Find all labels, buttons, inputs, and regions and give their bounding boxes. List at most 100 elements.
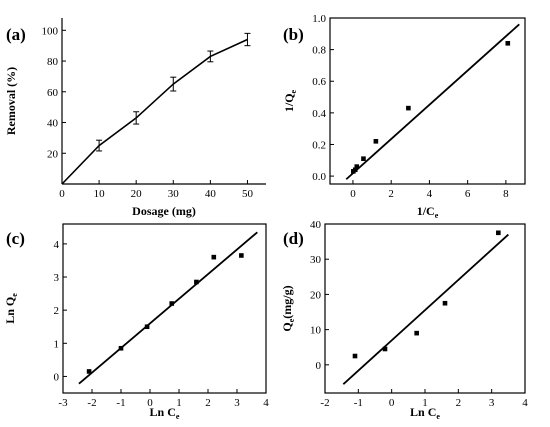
x-tick-label: 4 <box>522 397 528 409</box>
x-tick-label: 40 <box>205 188 217 200</box>
y-tick-label: 0.6 <box>312 76 326 88</box>
x-tick-label: 8 <box>503 188 509 200</box>
y-axis-title: Ln Qe <box>3 293 19 324</box>
x-tick-label: -3 <box>58 397 68 409</box>
y-axis-title-subscript: e <box>287 318 296 322</box>
y-axis-title-main: Q <box>280 322 294 331</box>
y-tick-label: 0 <box>316 360 322 372</box>
y-tick-label: 30 <box>310 254 322 266</box>
x-axis-title: Dosage (mg) <box>132 204 196 218</box>
x-axis-title: 1/Ce <box>417 204 439 220</box>
x-tick-label: 2 <box>205 397 211 409</box>
panel-d-letter: (d) <box>283 229 304 248</box>
x-axis-title-main: Ln C <box>150 405 176 419</box>
y-axis-title: Removal (%) <box>4 67 18 135</box>
data-point <box>505 40 511 46</box>
x-tick-label: 50 <box>242 188 254 200</box>
data-point <box>86 369 92 374</box>
x-axis-title-subscript: e <box>435 211 439 220</box>
y-tick-label: 0.0 <box>312 171 326 183</box>
axes-box <box>62 223 267 394</box>
data-point <box>382 346 388 352</box>
panel-c-letter: (c) <box>6 229 25 248</box>
fit-line <box>345 23 520 180</box>
x-tick-label: 20 <box>131 188 143 200</box>
x-tick-label: 2 <box>388 188 394 200</box>
data-point <box>442 300 448 306</box>
x-tick-label: -2 <box>87 397 96 409</box>
panel-a: (a) 0 10 20 30 40 50 20 40 60 80 100 Dosage (mg) Rem… <box>4 18 266 218</box>
data-point <box>373 139 379 144</box>
x-tick-label: -1 <box>116 397 125 409</box>
x-axis-title: Ln Ce <box>150 405 180 421</box>
x-tick-label: 1 <box>422 397 428 409</box>
x-tick-label: 6 <box>465 188 471 200</box>
axes-box <box>324 223 526 394</box>
panel-a-letter: (a) <box>6 25 26 44</box>
y-axis-title: Qe(mg/g) <box>280 285 296 331</box>
data-point <box>406 105 411 111</box>
y-tick-label: 10 <box>310 325 322 337</box>
y-tick-label: 2 <box>54 305 60 317</box>
x-axis-title-subscript: e <box>436 412 440 421</box>
panel-b-letter: (b) <box>283 25 304 44</box>
x-axis-title-main: 1/C <box>417 204 435 218</box>
x-tick-label: 10 <box>94 188 106 200</box>
data-point <box>414 330 419 336</box>
data-point <box>211 254 217 260</box>
y-tick-label: 40 <box>310 219 322 231</box>
x-tick-label: 0 <box>147 397 153 409</box>
y-tick-label: 0.8 <box>312 45 326 57</box>
y-axis-title-subscript: e <box>10 293 19 297</box>
y-axis-title-main: Ln Q <box>3 297 17 324</box>
x-tick-label: 30 <box>168 188 180 200</box>
data-point <box>194 279 199 285</box>
x-tick-label: 0 <box>350 188 356 200</box>
y-axis-title-main: Removal (%) <box>4 67 18 135</box>
data-point <box>144 324 150 330</box>
x-tick-label: 1 <box>176 397 182 409</box>
y-axis-title-unit: (mg/g) <box>280 285 294 318</box>
data-point <box>169 301 175 306</box>
y-tick-label: 20 <box>47 148 59 160</box>
x-tick-label: 0 <box>389 397 395 409</box>
y-tick-label: 1.0 <box>312 13 326 25</box>
x-tick-label: 3 <box>489 397 495 409</box>
data-point <box>354 164 360 169</box>
x-tick-label: 2 <box>456 397 462 409</box>
x-tick-label: -1 <box>354 397 363 409</box>
data-point <box>118 345 124 351</box>
data-point <box>239 253 244 258</box>
y-tick-label: 3 <box>54 272 60 284</box>
data-point <box>496 230 501 236</box>
y-tick-label: 0.2 <box>312 139 326 151</box>
y-tick-label: 100 <box>42 25 59 37</box>
x-tick-label: -2 <box>320 397 329 409</box>
y-axis-title: 1/Qe <box>282 89 298 112</box>
x-axis-title-main: Dosage (mg) <box>132 204 196 218</box>
y-tick-label: 1 <box>54 338 60 350</box>
y-tick-label: 0 <box>54 371 60 383</box>
y-tick-label: 80 <box>47 56 59 68</box>
x-tick-label: 4 <box>427 188 433 200</box>
y-tick-label: 60 <box>47 87 59 99</box>
x-tick-label: 3 <box>234 397 240 409</box>
x-axis-title: Ln Ce <box>410 405 440 421</box>
fit-line <box>342 233 509 385</box>
y-tick-label: 20 <box>310 289 322 301</box>
series-line <box>61 38 248 185</box>
x-axis-title-subscript: e <box>176 412 180 421</box>
y-axis-title-main: 1/Q <box>282 93 296 112</box>
y-tick-label: 40 <box>47 118 59 130</box>
y-tick-label: 4 <box>54 239 60 251</box>
data-point <box>361 156 366 162</box>
x-axis-title-main: Ln C <box>410 405 436 419</box>
x-tick-label: 0 <box>59 188 65 200</box>
axes-box <box>329 17 526 185</box>
data-point <box>352 353 358 359</box>
fit-line <box>78 231 258 385</box>
y-axis-title-subscript: e <box>289 89 298 93</box>
